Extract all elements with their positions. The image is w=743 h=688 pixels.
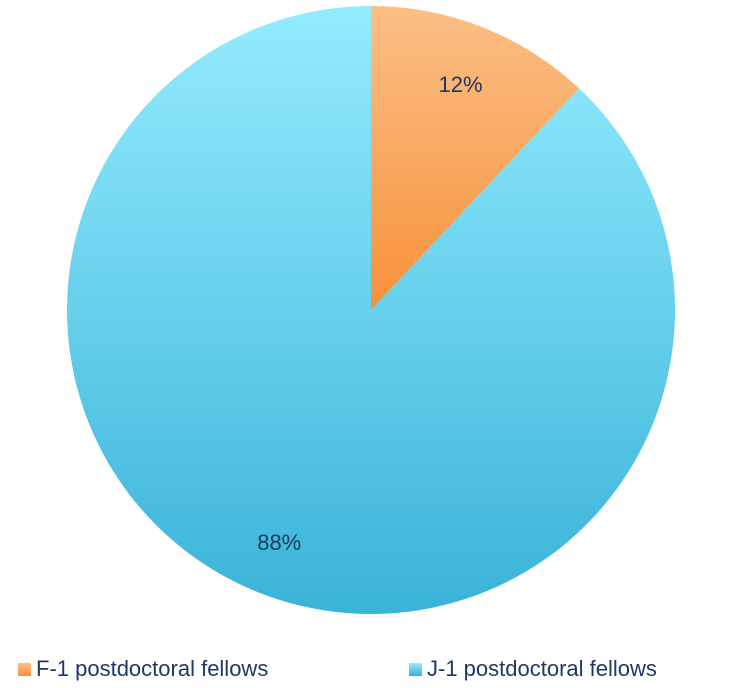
legend-item-f1: F-1 postdoctoral fellows [18, 650, 268, 688]
legend-label-f1: F-1 postdoctoral fellows [36, 656, 269, 681]
pie-slice-j1 [66, 6, 675, 614]
pie-plot-area: 12% 88% [66, 6, 675, 614]
legend-label-j1: J-1 postdoctoral fellows [427, 656, 657, 681]
legend: F-1 postdoctoral fellows J-1 postdoctora… [0, 650, 743, 688]
pie-slice-f1 [371, 6, 580, 310]
data-label-j1: 88% [257, 530, 301, 555]
legend-swatch-j1 [409, 662, 422, 676]
legend-item-j1: J-1 postdoctoral fellows [409, 650, 657, 688]
legend-swatch-f1 [18, 662, 31, 676]
data-label-f1: 12% [439, 72, 483, 97]
